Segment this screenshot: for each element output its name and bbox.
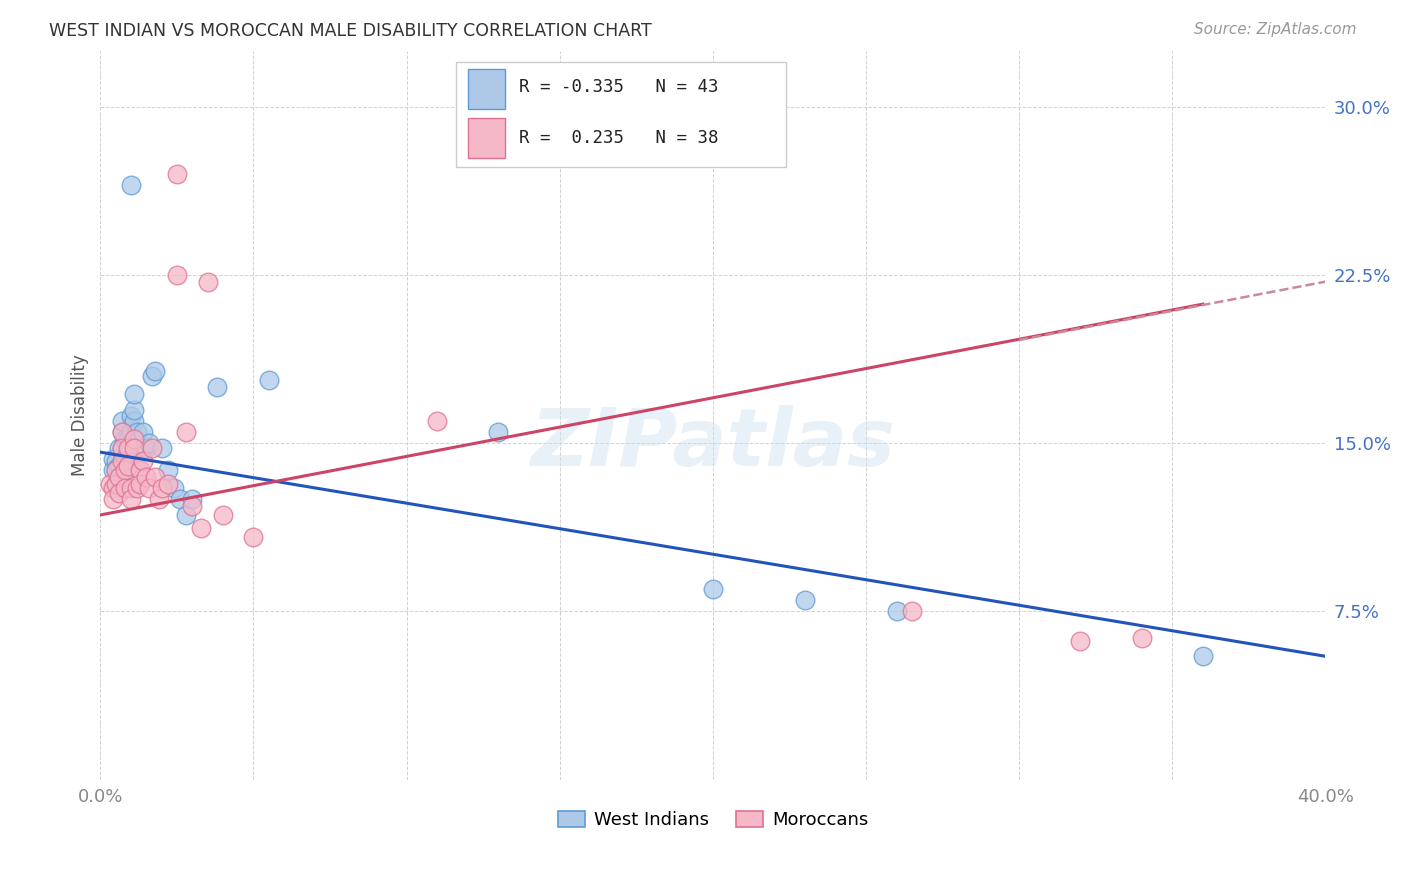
- Point: [132, 425, 155, 439]
- Point: [104, 454, 127, 468]
- Text: R =  0.235   N = 38: R = 0.235 N = 38: [519, 128, 718, 146]
- Point: [145, 470, 167, 484]
- Point: [122, 387, 145, 401]
- Point: [104, 476, 127, 491]
- Point: [107, 441, 129, 455]
- Point: [129, 463, 152, 477]
- Point: [702, 582, 724, 596]
- Point: [111, 414, 134, 428]
- Point: [174, 425, 197, 439]
- Point: [145, 364, 167, 378]
- Point: [111, 441, 134, 455]
- Point: [120, 178, 142, 193]
- Point: [120, 441, 142, 455]
- Point: [150, 441, 173, 455]
- Point: [127, 441, 149, 455]
- Point: [129, 463, 152, 477]
- Point: [169, 492, 191, 507]
- Point: [156, 463, 179, 477]
- Point: [104, 463, 127, 477]
- Point: [211, 508, 233, 522]
- Point: [120, 481, 142, 495]
- Point: [156, 476, 179, 491]
- Point: [793, 593, 815, 607]
- Point: [101, 451, 124, 466]
- Y-axis label: Male Disability: Male Disability: [72, 354, 89, 476]
- Point: [163, 481, 186, 495]
- Point: [117, 432, 139, 446]
- Point: [120, 492, 142, 507]
- Point: [488, 425, 510, 439]
- Point: [107, 485, 129, 500]
- Point: [166, 268, 188, 282]
- Point: [114, 432, 136, 446]
- Point: [132, 441, 155, 455]
- Text: R = -0.335   N = 43: R = -0.335 N = 43: [519, 78, 718, 95]
- FancyBboxPatch shape: [456, 62, 786, 168]
- Point: [114, 463, 136, 477]
- Legend: West Indians, Moroccans: West Indians, Moroccans: [550, 804, 876, 836]
- Point: [205, 380, 228, 394]
- Point: [129, 476, 152, 491]
- FancyBboxPatch shape: [468, 69, 505, 109]
- Point: [127, 481, 149, 495]
- Point: [111, 425, 134, 439]
- Point: [122, 441, 145, 455]
- Text: ZIPatlas: ZIPatlas: [530, 405, 896, 483]
- Point: [114, 451, 136, 466]
- Point: [107, 458, 129, 473]
- Point: [257, 373, 280, 387]
- Point: [111, 441, 134, 455]
- Point: [122, 432, 145, 446]
- Point: [122, 414, 145, 428]
- Point: [242, 530, 264, 544]
- Point: [101, 463, 124, 477]
- Text: WEST INDIAN VS MOROCCAN MALE DISABILITY CORRELATION CHART: WEST INDIAN VS MOROCCAN MALE DISABILITY …: [49, 22, 652, 40]
- Text: Source: ZipAtlas.com: Source: ZipAtlas.com: [1194, 22, 1357, 37]
- Point: [1130, 632, 1153, 646]
- Point: [197, 275, 219, 289]
- Point: [148, 492, 170, 507]
- Point: [150, 481, 173, 495]
- Point: [107, 470, 129, 484]
- Point: [426, 414, 449, 428]
- Point: [104, 463, 127, 477]
- Point: [104, 476, 127, 491]
- Point: [114, 463, 136, 477]
- Point: [181, 499, 204, 513]
- Point: [122, 402, 145, 417]
- Point: [127, 425, 149, 439]
- Point: [141, 441, 163, 455]
- Point: [138, 481, 160, 495]
- Point: [166, 167, 188, 181]
- FancyBboxPatch shape: [468, 118, 505, 158]
- Point: [138, 436, 160, 450]
- Point: [135, 441, 157, 455]
- Point: [101, 492, 124, 507]
- Point: [190, 521, 212, 535]
- Point: [141, 368, 163, 383]
- Point: [181, 492, 204, 507]
- Point: [117, 458, 139, 473]
- Point: [901, 604, 924, 618]
- Point: [120, 425, 142, 439]
- Point: [1191, 649, 1213, 664]
- Point: [120, 409, 142, 424]
- Point: [886, 604, 908, 618]
- Point: [111, 425, 134, 439]
- Point: [101, 481, 124, 495]
- Point: [98, 476, 121, 491]
- Point: [135, 470, 157, 484]
- Point: [107, 470, 129, 484]
- Point: [1069, 633, 1091, 648]
- Point: [132, 454, 155, 468]
- Point: [111, 454, 134, 468]
- Point: [174, 508, 197, 522]
- Point: [117, 441, 139, 455]
- Point: [117, 447, 139, 461]
- Point: [114, 481, 136, 495]
